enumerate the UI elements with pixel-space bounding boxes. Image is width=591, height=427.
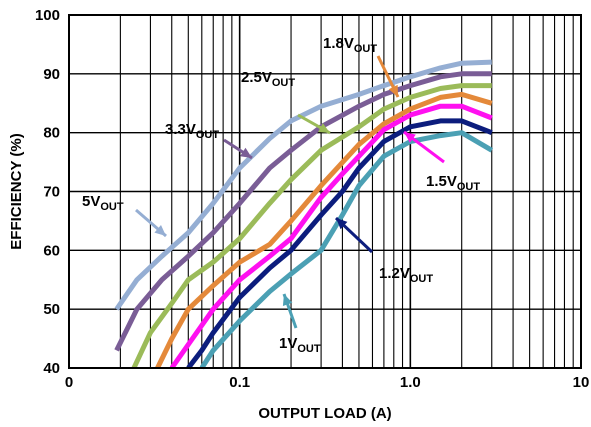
series-label-2p5v: 2.5VOUT <box>241 69 295 89</box>
x-tick-label: 1.0 <box>400 374 421 391</box>
pointer-arrowhead-1v <box>282 294 293 306</box>
y-axis-title: EFFICIENCY (%) <box>8 133 25 249</box>
y-tick-label: 70 <box>43 184 60 201</box>
x-tick-label: 10 <box>573 374 590 391</box>
series-label-1p8v: 1.8VOUT <box>323 35 377 55</box>
series-label-pointers <box>135 55 445 329</box>
series-line-5v <box>114 59 492 311</box>
y-tick-label: 40 <box>43 360 60 377</box>
pointer-arrowhead-1p8v <box>388 84 398 97</box>
series-label-1p5v: 1.5VOUT <box>426 173 480 193</box>
x-tick-label: 0 <box>65 374 73 391</box>
plot-frame <box>68 14 582 369</box>
x-tick-labels: 0 0.1 1.0 10 <box>65 374 590 391</box>
pointer-arrowhead-1p2v <box>336 218 348 230</box>
series-line-1p2v <box>186 118 493 370</box>
y-tick-label: 100 <box>35 7 60 24</box>
pointer-arrowhead-2p5v <box>318 123 330 133</box>
y-tick-labels: 40 50 60 70 80 90 100 <box>35 7 60 377</box>
series-label-5v: 5VOUT <box>82 193 124 213</box>
series-labels: 5VOUT 3.3VOUT 2.5VOUT 1.8VOUT 1.5VOUT 1.2VOUT… <box>82 35 480 355</box>
grid-lines <box>69 15 581 368</box>
series-label-3p3v: 3.3VOUT <box>165 121 219 141</box>
y-tick-label: 60 <box>43 242 60 259</box>
series-line-1v <box>199 130 494 370</box>
series-lines <box>114 59 494 370</box>
y-tick-label: 50 <box>43 301 60 318</box>
series-line-2p5v <box>131 83 492 370</box>
series-label-1p2v: 1.2VOUT <box>379 265 433 285</box>
series-line-1p8v <box>155 91 493 370</box>
y-tick-label: 90 <box>43 66 60 83</box>
pointer-arrowhead-5v <box>154 225 166 236</box>
pointer-arrowhead-1p5v <box>404 132 416 143</box>
y-tick-label: 80 <box>43 125 60 142</box>
series-line-1p5v <box>169 103 493 370</box>
series-label-1v: 1VOUT <box>279 335 321 355</box>
x-axis-title: OUTPUT LOAD (A) <box>258 405 391 422</box>
pointer-arrowhead-3p3v <box>240 147 252 158</box>
series-line-3p3v <box>114 71 492 352</box>
x-tick-label: 0.1 <box>229 374 250 391</box>
